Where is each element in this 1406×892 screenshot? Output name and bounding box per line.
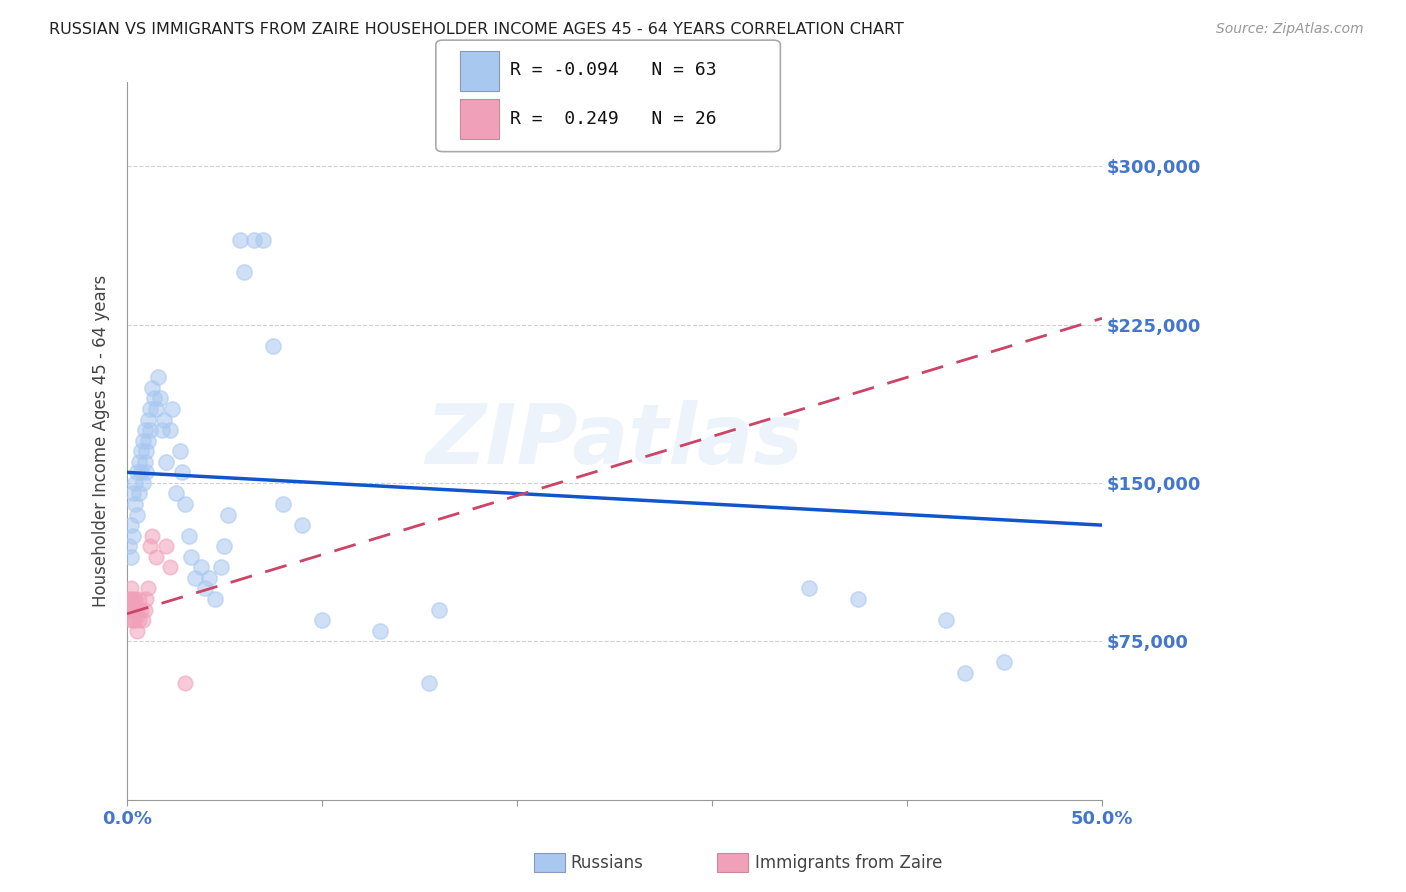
Point: [271, 497, 294, 511]
Point: [135, 466, 157, 480]
Point: [138, 434, 160, 448]
Point: [128, 486, 150, 500]
Point: [159, 560, 181, 574]
Point: [190, 560, 212, 574]
Point: [145, 402, 167, 417]
Point: [311, 613, 333, 627]
Point: [124, 475, 146, 490]
Point: [135, 444, 157, 458]
Point: [135, 592, 157, 607]
Point: [118, 539, 141, 553]
Point: [128, 592, 150, 607]
Point: [120, 549, 142, 564]
Point: [124, 592, 146, 607]
Point: [121, 602, 143, 616]
Point: [121, 529, 143, 543]
Point: [120, 592, 142, 607]
Point: [291, 518, 314, 533]
Point: [125, 466, 148, 480]
Point: [121, 486, 143, 500]
Point: [125, 624, 148, 638]
Point: [209, 560, 232, 574]
Point: [179, 529, 201, 543]
Point: [134, 455, 156, 469]
Point: [139, 402, 162, 417]
Point: [198, 571, 221, 585]
Point: [145, 549, 167, 564]
Point: [134, 602, 156, 616]
Point: [229, 233, 252, 247]
Text: Immigrants from Zaire: Immigrants from Zaire: [755, 854, 942, 871]
Point: [155, 455, 177, 469]
Point: [427, 602, 450, 616]
Point: [139, 423, 162, 437]
Point: [129, 466, 152, 480]
Point: [214, 539, 236, 553]
Point: [118, 602, 141, 616]
Point: [128, 455, 150, 469]
Point: [134, 423, 156, 437]
Point: [184, 571, 207, 585]
Point: [131, 613, 153, 627]
Point: [217, 508, 239, 522]
Point: [194, 582, 217, 596]
Point: [233, 265, 256, 279]
Y-axis label: Householder Income Ages 45 - 64 years: Householder Income Ages 45 - 64 years: [93, 275, 110, 607]
Point: [141, 381, 163, 395]
Text: ZIPatlas: ZIPatlas: [426, 401, 803, 481]
Point: [160, 402, 183, 417]
Point: [149, 392, 172, 406]
Point: [131, 434, 153, 448]
Point: [799, 582, 821, 596]
Point: [143, 392, 166, 406]
Point: [174, 497, 197, 511]
Point: [129, 602, 152, 616]
Point: [121, 613, 143, 627]
Point: [170, 466, 193, 480]
Point: [138, 582, 160, 596]
Point: [138, 412, 160, 426]
Point: [150, 423, 173, 437]
Point: [159, 423, 181, 437]
Point: [993, 656, 1015, 670]
Text: Russians: Russians: [571, 854, 644, 871]
Point: [153, 412, 176, 426]
Point: [955, 665, 977, 680]
Text: RUSSIAN VS IMMIGRANTS FROM ZAIRE HOUSEHOLDER INCOME AGES 45 - 64 YEARS CORRELATI: RUSSIAN VS IMMIGRANTS FROM ZAIRE HOUSEHO…: [49, 22, 904, 37]
Point: [262, 339, 284, 353]
Point: [141, 529, 163, 543]
Point: [204, 592, 226, 607]
Point: [120, 518, 142, 533]
Text: Source: ZipAtlas.com: Source: ZipAtlas.com: [1216, 22, 1364, 37]
Point: [242, 233, 264, 247]
Point: [169, 444, 191, 458]
Point: [148, 370, 170, 384]
Text: R =  0.249   N = 26: R = 0.249 N = 26: [510, 111, 717, 128]
Point: [370, 624, 392, 638]
Point: [139, 539, 162, 553]
Point: [124, 613, 146, 627]
Point: [174, 676, 197, 690]
Point: [128, 613, 150, 627]
Text: R = -0.094   N = 63: R = -0.094 N = 63: [510, 62, 717, 79]
Point: [935, 613, 957, 627]
Point: [124, 497, 146, 511]
Point: [846, 592, 869, 607]
Point: [180, 549, 202, 564]
Point: [118, 592, 141, 607]
Point: [121, 592, 143, 607]
Point: [155, 539, 177, 553]
Point: [124, 602, 146, 616]
Point: [131, 475, 153, 490]
Point: [129, 444, 152, 458]
Point: [120, 582, 142, 596]
Point: [252, 233, 274, 247]
Point: [120, 613, 142, 627]
Point: [125, 508, 148, 522]
Point: [125, 602, 148, 616]
Point: [165, 486, 187, 500]
Point: [418, 676, 440, 690]
